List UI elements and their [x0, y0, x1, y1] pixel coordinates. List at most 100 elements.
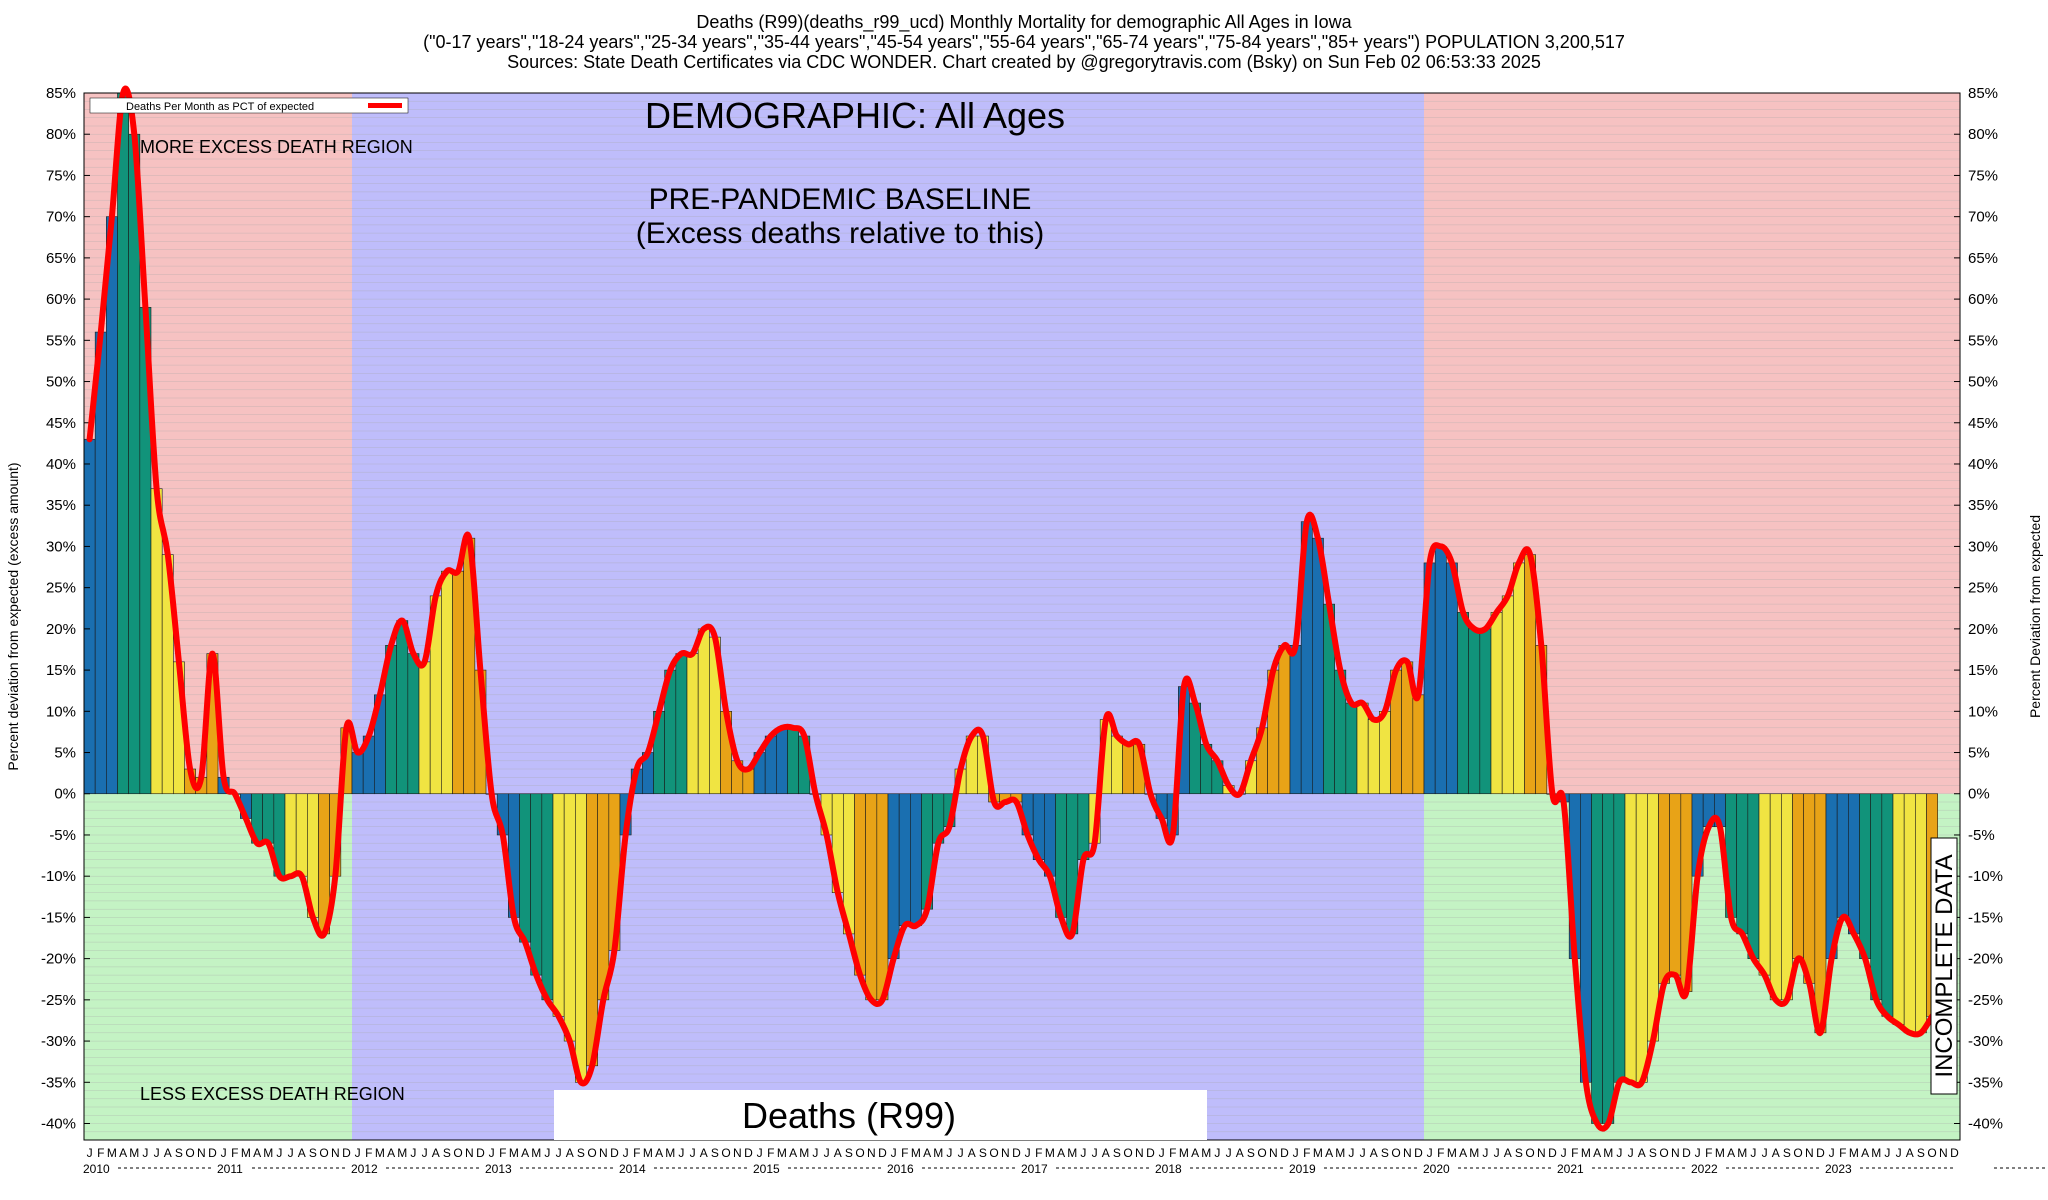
x-tick-label-month: A: [387, 1146, 395, 1160]
x-tick-label-month: O: [185, 1146, 194, 1160]
bar: [563, 793, 576, 1042]
x-tick-label-month: A: [1504, 1146, 1512, 1160]
bar: [1468, 628, 1481, 795]
bar: [452, 570, 464, 795]
x-tick-label-year: 2023: [1825, 1162, 1852, 1176]
x-tick-label-month: J: [958, 1146, 964, 1160]
y-tick-label-left: 65%: [46, 250, 76, 267]
bar: [1635, 793, 1648, 1083]
bar: [1457, 612, 1469, 795]
x-tick-label-month: N: [1537, 1146, 1546, 1160]
x-tick-label-month: S: [1917, 1146, 1925, 1160]
x-tick-label-month: J: [1750, 1146, 1756, 1160]
y-axis-label-left: Percent deviation from expected (excess …: [5, 462, 21, 770]
bar: [1501, 595, 1514, 795]
demographic-title: DEMOGRAPHIC: All Ages: [645, 95, 1065, 136]
x-tick-label-year: 2017: [1021, 1162, 1048, 1176]
incomplete-data-label: INCOMPLETE DATA: [1931, 854, 1958, 1077]
x-tick-label-month: M: [777, 1146, 787, 1160]
x-tick-label-month: J: [757, 1146, 763, 1160]
legend-label: Deaths Per Month as PCT of expected: [126, 101, 314, 113]
bar: [1836, 793, 1849, 918]
x-tick-label-month: F: [1437, 1146, 1444, 1160]
bar: [1747, 793, 1760, 959]
y-tick-label-left: 20%: [46, 621, 76, 638]
x-tick-label-month: N: [465, 1146, 474, 1160]
x-tick-label-month: N: [599, 1146, 608, 1160]
x-tick-label-year: 2016: [887, 1162, 914, 1176]
y-tick-label-right: 0%: [1968, 786, 1990, 803]
bar: [787, 727, 799, 795]
x-tick-label-month: A: [432, 1146, 440, 1160]
x-tick-label-month: N: [1001, 1146, 1010, 1160]
x-tick-label-month: O: [855, 1146, 864, 1160]
x-tick-label-month: N: [1671, 1146, 1680, 1160]
bar: [117, 92, 129, 795]
y-tick-label-right: 60%: [1968, 291, 1998, 308]
x-tick-label-month: J: [1628, 1146, 1634, 1160]
x-tick-label-month: O: [587, 1146, 596, 1160]
bar: [854, 793, 866, 976]
bar: [1513, 562, 1525, 795]
x-tick-label-month: S: [979, 1146, 987, 1160]
bar: [1111, 735, 1123, 795]
bar: [697, 628, 710, 795]
x-tick-label-month: J: [1080, 1146, 1086, 1160]
x-tick-label-month: O: [1927, 1146, 1936, 1160]
y-tick-label-left: 75%: [46, 167, 76, 184]
bar: [1792, 793, 1804, 959]
bar: [1803, 793, 1816, 984]
x-tick-label-month: A: [119, 1146, 127, 1160]
x-tick-label-year: 2022: [1691, 1162, 1718, 1176]
y-tick-label-left: 40%: [46, 456, 76, 473]
x-tick-label-month: A: [521, 1146, 529, 1160]
x-tick-label-month: J: [1494, 1146, 1500, 1160]
x-tick-label-month: A: [1861, 1146, 1869, 1160]
bar: [1915, 793, 1927, 1034]
x-tick-label-month: D: [1950, 1146, 1959, 1160]
x-tick-label-month: J: [690, 1146, 696, 1160]
y-tick-label-right: 5%: [1968, 745, 1990, 762]
x-tick-label-month: M: [263, 1146, 273, 1160]
x-tick-label-month: A: [298, 1146, 306, 1160]
subtitle-box: [554, 1090, 1207, 1140]
x-tick-label-month: N: [331, 1146, 340, 1160]
bar: [1122, 743, 1134, 795]
x-tick-label-month: M: [107, 1146, 117, 1160]
bar: [597, 793, 610, 1001]
y-tick-label-right: 20%: [1968, 621, 1998, 638]
x-tick-label-month: F: [901, 1146, 908, 1160]
x-tick-label-month: M: [1469, 1146, 1479, 1160]
bar: [1345, 702, 1358, 795]
x-tick-label-month: J: [1214, 1146, 1220, 1160]
x-tick-label-month: J: [1896, 1146, 1902, 1160]
x-tick-label-month: O: [1391, 1146, 1400, 1160]
y-tick-label-right: 75%: [1968, 167, 1998, 184]
baseline-label: PRE-PANDEMIC BASELINE: [649, 183, 1032, 216]
bar: [519, 793, 531, 943]
bar: [552, 793, 565, 1017]
bar: [284, 793, 297, 877]
x-tick-label-month: O: [1793, 1146, 1802, 1160]
y-tick-label-left: -5%: [49, 827, 76, 844]
bar: [1278, 645, 1291, 795]
x-tick-label-month: J: [288, 1146, 294, 1160]
bar: [441, 570, 453, 795]
y-tick-label-left: 55%: [46, 332, 76, 349]
x-tick-label-month: J: [1695, 1146, 1701, 1160]
bar: [1624, 793, 1637, 1083]
baseline-sublabel: (Excess deaths relative to this): [636, 217, 1045, 250]
x-tick-label-month: J: [1226, 1146, 1232, 1160]
x-tick-label-month: M: [1603, 1146, 1613, 1160]
x-tick-label-month: A: [1370, 1146, 1378, 1160]
legend-box: [89, 97, 409, 114]
x-tick-label-month: O: [1659, 1146, 1668, 1160]
x-tick-label-year: 2012: [351, 1162, 378, 1176]
bar: [1044, 793, 1056, 877]
x-tick-label-month: D: [744, 1146, 753, 1160]
x-tick-label-month: J: [1482, 1146, 1488, 1160]
x-tick-label-month: J: [87, 1146, 93, 1160]
y-tick-label-left: -20%: [41, 951, 76, 968]
x-tick-label-month: S: [309, 1146, 317, 1160]
y-tick-label-left: 45%: [46, 415, 76, 432]
